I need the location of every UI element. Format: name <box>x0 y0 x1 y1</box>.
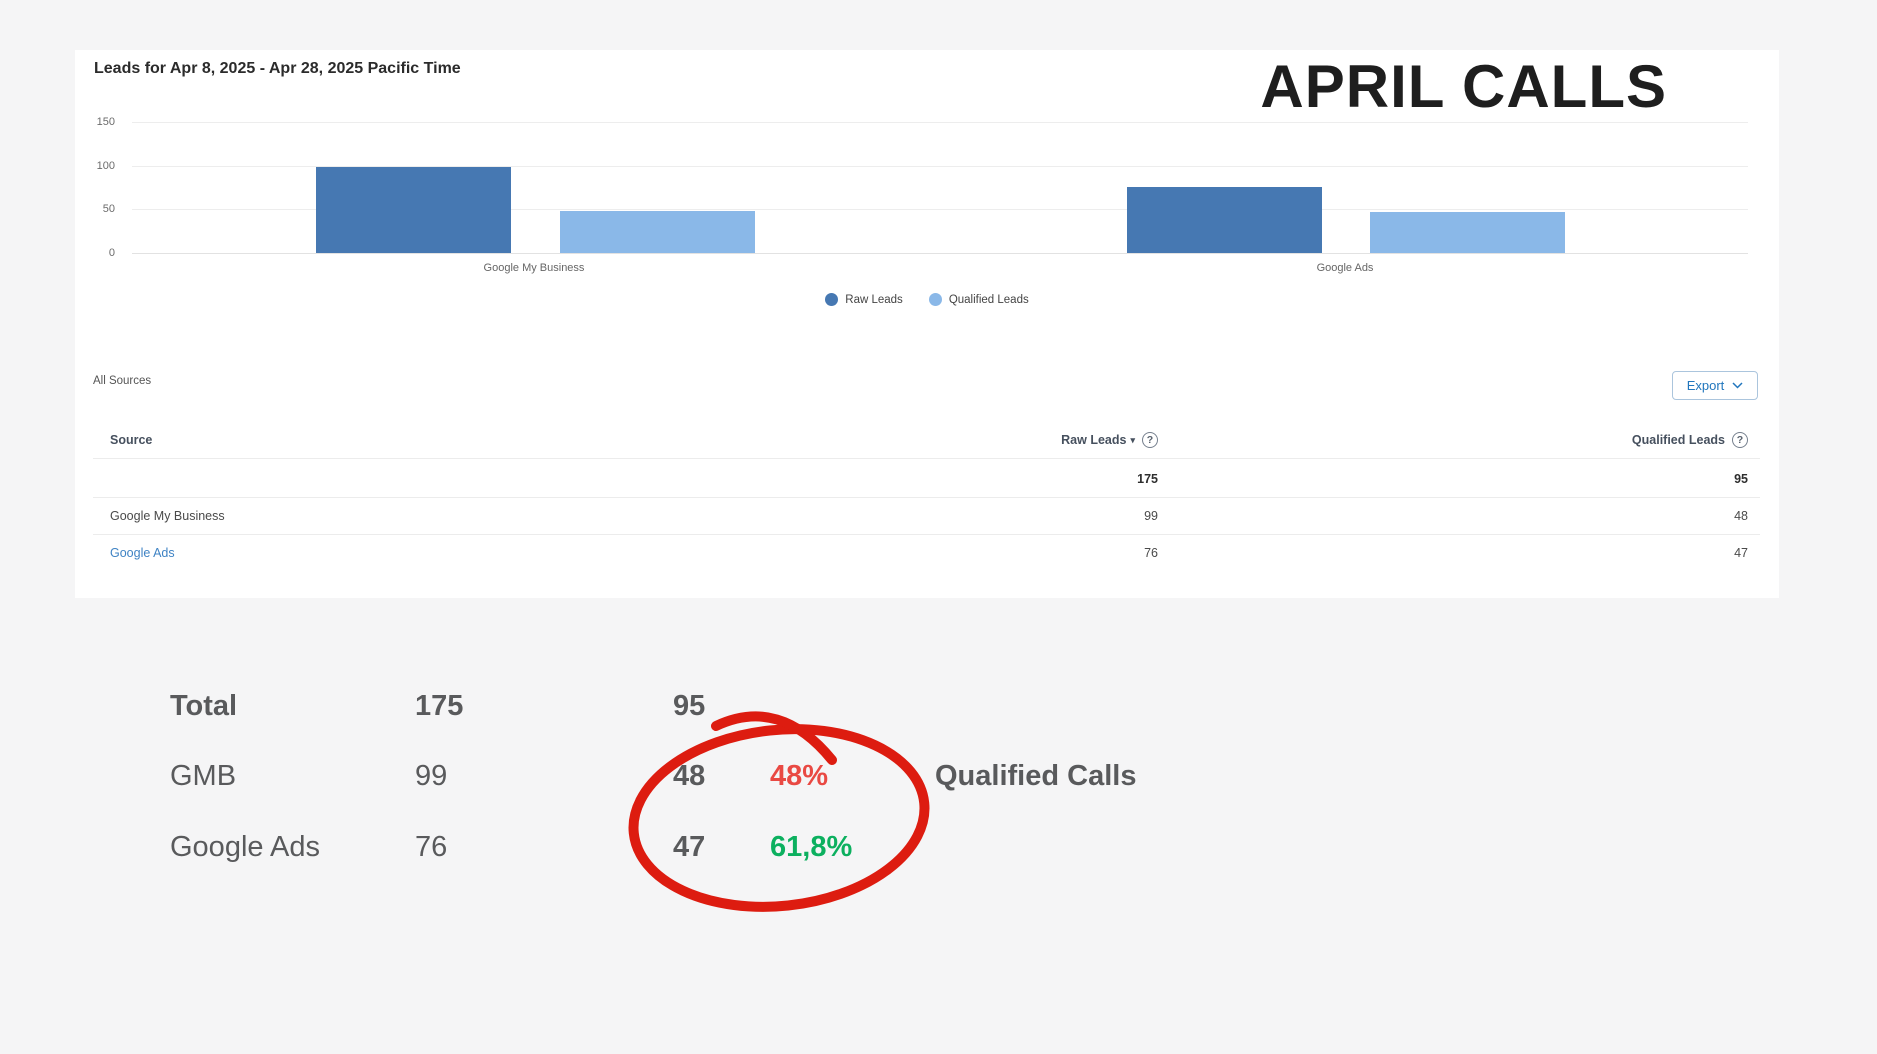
legend-item-qualified-leads[interactable]: Qualified Leads <box>928 293 1029 306</box>
circle-stroke-icon <box>628 724 930 912</box>
y-tick-0: 0 <box>108 247 115 259</box>
bar-qualified-leads-google-ads <box>1370 212 1565 253</box>
chevron-down-icon <box>1732 382 1743 389</box>
y-tick-50: 50 <box>102 203 115 215</box>
leads-report-card: Leads for Apr 8, 2025 - Apr 28, 2025 Pac… <box>75 50 1779 598</box>
summary-qualified-value: 95 <box>673 689 706 722</box>
y-tick-100: 100 <box>96 160 115 172</box>
source-cell: Google My Business <box>110 509 225 523</box>
table-divider <box>93 458 1760 459</box>
summary-row-google-ads: Google Ads 76 47 61,8% <box>0 826 1877 868</box>
qualified-leads-header-label: Qualified Leads <box>1631 433 1725 447</box>
qualified-leads-help-icon[interactable]: ? <box>1732 432 1748 448</box>
gridline-100 <box>132 166 1748 167</box>
summary-raw-value: 76 <box>415 830 448 863</box>
summary-percent-value: 48% <box>770 759 829 792</box>
table-totals-row: 175 95 <box>75 461 1779 497</box>
totals-raw-leads: 175 <box>1137 472 1158 486</box>
bar-raw-leads-google-my-business <box>316 167 511 253</box>
summary-raw-value: 99 <box>415 759 448 792</box>
raw-leads-dot-icon <box>825 293 839 306</box>
export-button-label: Export <box>1686 378 1725 393</box>
summary-row-gmb: GMB 99 48 48% Qualified Calls <box>0 755 1877 797</box>
qualified-calls-label: Qualified Calls <box>935 759 1137 792</box>
x-label-google-my-business: Google My Business <box>483 262 585 274</box>
raw-leads-cell: 76 <box>1144 546 1158 560</box>
x-axis-line <box>132 253 1748 254</box>
qualified-leads-cell: 48 <box>1734 509 1748 523</box>
sort-caret-icon: ▾ <box>1130 434 1135 445</box>
raw-leads-help-icon[interactable]: ? <box>1142 432 1158 448</box>
report-title: Leads for Apr 8, 2025 - Apr 28, 2025 Pac… <box>94 60 461 77</box>
summary-qualified-value: 47 <box>673 830 706 863</box>
summary-raw-value: 175 <box>415 689 464 722</box>
raw-leads-cell: 99 <box>1144 509 1158 523</box>
gridline-150 <box>132 122 1748 123</box>
qualified-leads-dot-icon <box>928 293 942 306</box>
x-label-google-ads: Google Ads <box>1316 262 1374 274</box>
gridline-50 <box>132 209 1748 210</box>
summary-row-total: Total 175 95 <box>0 685 1877 727</box>
all-sources-filter-label: All Sources <box>93 375 152 387</box>
column-header-qualified-leads[interactable]: Qualified Leads ? <box>1632 422 1748 458</box>
summary-qualified-value: 48 <box>673 759 706 792</box>
summary-label: Google Ads <box>170 830 320 863</box>
export-button[interactable]: Export <box>1672 371 1758 400</box>
table-row-google-ads: Google Ads 76 47 <box>75 535 1779 571</box>
legend-label-qualified-leads: Qualified Leads <box>948 293 1029 306</box>
table-header-row: Source Raw Leads ▾ ? Qualified Leads ? <box>75 422 1779 458</box>
bar-qualified-leads-google-my-business <box>560 211 755 253</box>
column-header-source[interactable]: Source <box>110 422 152 458</box>
source-header-label: Source <box>110 433 153 447</box>
google-ads-link[interactable]: Google Ads <box>110 546 175 560</box>
qualified-leads-cell: 47 <box>1734 546 1748 560</box>
page-title: APRIL CALLS <box>1260 53 1667 120</box>
totals-qualified-leads: 95 <box>1734 472 1748 486</box>
chart-legend: Raw Leads Qualified Leads <box>75 293 1779 306</box>
y-tick-150: 150 <box>96 116 115 128</box>
legend-label-raw-leads: Raw Leads <box>845 293 903 306</box>
summary-label: GMB <box>170 759 237 792</box>
summary-label: Total <box>170 689 238 722</box>
raw-leads-header-label: Raw Leads <box>1061 433 1127 447</box>
summary-percent-value: 61,8% <box>770 830 853 863</box>
legend-item-raw-leads[interactable]: Raw Leads <box>825 293 903 306</box>
table-divider <box>93 534 1760 535</box>
bar-raw-leads-google-ads <box>1127 187 1322 253</box>
table-row-google-my-business: Google My Business 99 48 <box>75 498 1779 534</box>
table-divider <box>93 497 1760 498</box>
column-header-raw-leads[interactable]: Raw Leads ▾ ? <box>1061 422 1158 458</box>
